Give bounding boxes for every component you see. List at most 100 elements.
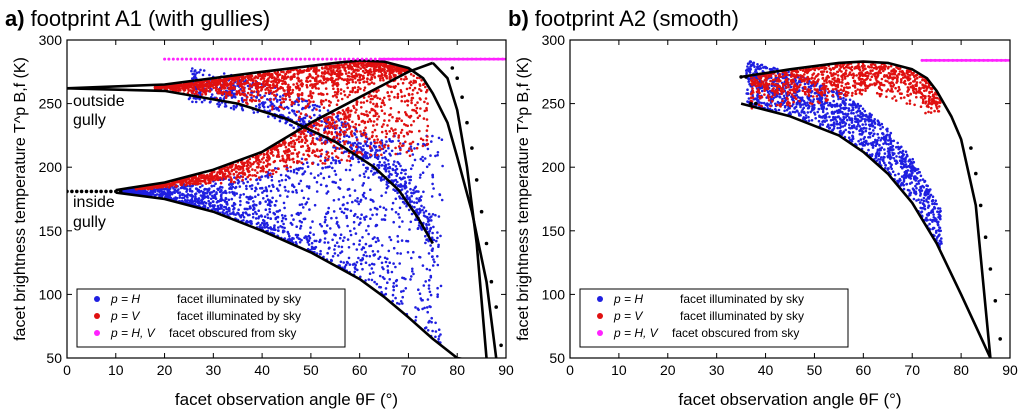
scatter-point-v [362, 133, 366, 137]
scatter-point-h [325, 192, 329, 195]
scatter-point-h [333, 252, 337, 255]
scatter-point-v [397, 134, 401, 137]
scatter-point-v [381, 99, 385, 102]
legend-series-label: p = H, V [110, 326, 156, 340]
scatter-point-h [292, 109, 296, 113]
scatter-point-v [351, 120, 354, 124]
obscured-point [365, 57, 368, 61]
scatter-point-v [257, 163, 261, 166]
scatter-point-h [275, 100, 279, 103]
scatter-point-v [269, 89, 273, 92]
scatter-point-h [321, 166, 324, 170]
scatter-point-h [333, 244, 337, 247]
scatter-point-v [173, 181, 176, 184]
scatter-point-v [248, 83, 252, 86]
obscured-point [343, 57, 346, 61]
scatter-point-v [361, 65, 365, 69]
plot-frame [66, 39, 507, 359]
scatter-point-v [287, 143, 291, 147]
scatter-point-v [371, 130, 374, 134]
scatter-point-v [284, 94, 288, 98]
scatter-point-v [342, 130, 345, 134]
scatter-point-v [298, 160, 301, 163]
scatter-point-h [370, 267, 374, 270]
scatter-point-v [230, 82, 233, 85]
scatter-point-h [408, 181, 411, 185]
scatter-point-h [195, 200, 198, 203]
scatter-point-h [284, 189, 287, 192]
scatter-point-v [306, 153, 310, 157]
scatter-point-v [282, 158, 285, 161]
scatter-point-h [357, 256, 360, 260]
scatter-point-v [333, 94, 337, 97]
scatter-point-v [317, 128, 320, 131]
scatter-point-v [408, 147, 411, 150]
scatter-point-h [188, 187, 192, 191]
scatter-point-h [233, 193, 236, 197]
scatter-point-v [378, 145, 382, 149]
scatter-point-h [426, 298, 430, 301]
scatter-point-v [255, 166, 259, 169]
scatter-point-h [194, 197, 197, 200]
scatter-point-h [395, 284, 398, 288]
scatter-point-h [408, 178, 412, 182]
scatter-point-h [338, 264, 341, 267]
scatter-point-v [201, 179, 204, 183]
scatter-point-h [317, 174, 320, 177]
scatter-point-h [258, 225, 261, 229]
scatter-point-h [410, 200, 414, 203]
scatter-point-h [224, 102, 227, 105]
scatter-point-h [396, 172, 399, 176]
scatter-point-h [353, 132, 356, 135]
scatter-point-h [413, 201, 416, 204]
scatter-point-h [251, 212, 255, 216]
scatter-point-v [425, 118, 429, 121]
scatter-point-h [272, 185, 275, 188]
scatter-point-h [281, 217, 285, 220]
scatter-point-v [389, 113, 392, 116]
scatter-point-h [216, 204, 220, 208]
scatter-point-v [399, 148, 402, 152]
scatter-point-h [336, 117, 340, 120]
scatter-point-h [212, 190, 215, 193]
scatter-point-v [425, 143, 429, 146]
scatter-point-h [263, 101, 267, 104]
scatter-point-v [269, 151, 273, 155]
scatter-point-v [398, 117, 401, 120]
scatter-point-v [319, 100, 323, 104]
scatter-point-h [417, 224, 421, 227]
panel-title: a) footprint A1 (with gullies) [5, 6, 270, 31]
x-tick-label: 50 [303, 362, 319, 378]
scatter-point-v [375, 123, 379, 126]
scatter-point-h [398, 152, 402, 155]
scatter-point-v [267, 88, 270, 92]
scatter-point-h [362, 253, 366, 257]
scatter-point-h [251, 196, 254, 199]
scatter-point-h [339, 178, 342, 181]
scatter-point-h [216, 187, 219, 191]
scatter-point-h [280, 214, 284, 217]
scatter-point-h [272, 228, 276, 231]
scatter-point-v [359, 78, 362, 82]
scatter-point-h [384, 168, 388, 171]
scatter-point-h [404, 277, 407, 281]
scatter-point-v [257, 176, 261, 179]
scatter-point-h [292, 126, 296, 130]
scatter-point-h [271, 196, 274, 200]
scatter-point-h [422, 190, 425, 194]
scatter-point-h [367, 278, 371, 281]
scatter-point-h [386, 159, 390, 162]
scatter-point-v [362, 129, 366, 132]
scatter-point-h [208, 73, 211, 77]
scatter-point-h [387, 175, 391, 179]
black-point [494, 305, 499, 309]
scatter-point-h [208, 101, 212, 104]
scatter-point-h [345, 134, 349, 137]
scatter-point-v [345, 128, 349, 131]
scatter-point-h [332, 158, 335, 162]
scatter-point-v [405, 99, 409, 102]
scatter-point-v [245, 160, 249, 163]
scatter-point-h [316, 104, 319, 108]
obscured-point [228, 57, 232, 61]
